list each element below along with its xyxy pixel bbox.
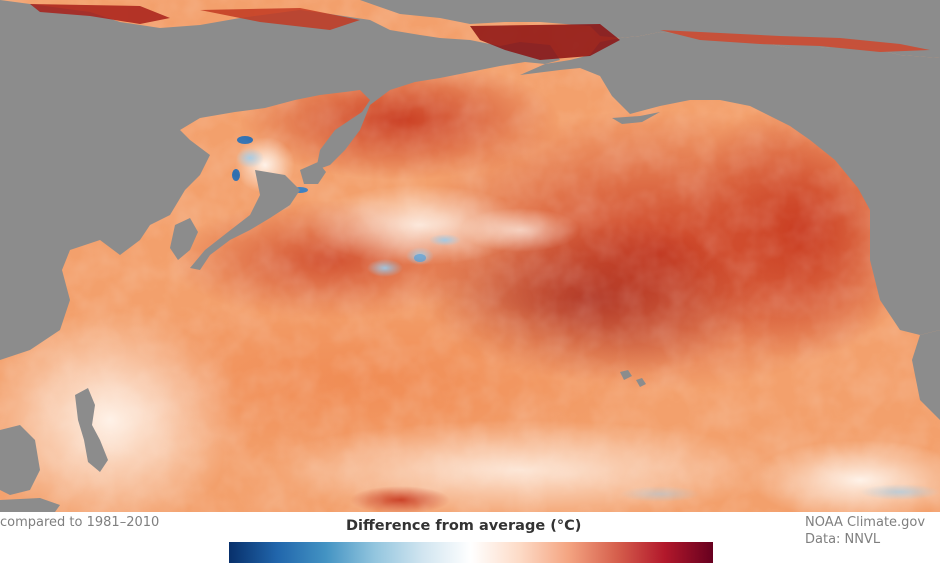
source-credit: NOAA Climate.gov — [805, 515, 926, 530]
land-philippines — [75, 388, 108, 472]
land-hawaii-2 — [636, 378, 646, 387]
baseline-period: compared to 1981–2010 — [0, 515, 160, 530]
legend-footer: compared to 1981–2010 Difference from av… — [0, 512, 940, 564]
land-japan — [190, 170, 300, 270]
islands — [612, 112, 660, 387]
legend-title: Difference from average (°C) — [346, 518, 582, 534]
land-indochina — [0, 425, 40, 495]
land-hawaii — [620, 370, 632, 380]
data-credit: Data: NNVL — [805, 532, 881, 547]
land-west-coast — [912, 330, 940, 420]
arctic-warm-band — [30, 4, 930, 60]
land-aleutians — [612, 112, 660, 124]
color-scale-bar — [229, 542, 713, 563]
credits: NOAA Climate.gov Data: NNVL — [805, 514, 925, 548]
land-korea — [170, 218, 198, 260]
land-maritime-se-asia — [0, 498, 60, 512]
land-alaska — [520, 32, 940, 335]
land-hokkaido — [300, 162, 326, 184]
land-asia-north — [0, 0, 560, 360]
sea-surface-temperature-anomaly-map — [0, 0, 940, 512]
